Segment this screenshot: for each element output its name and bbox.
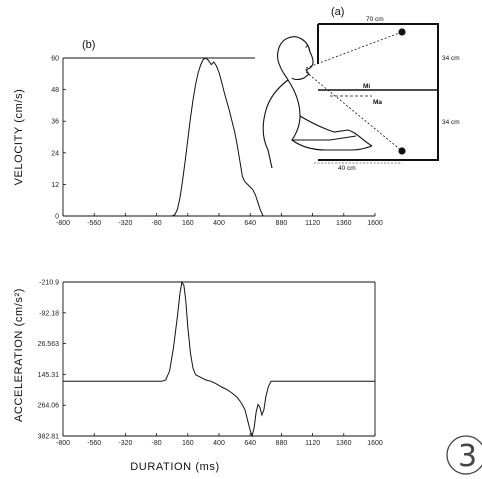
x-tick-label: 640 [244, 440, 256, 447]
acceleration-y-ticks: 382.81 264.06 145.31 26.563 -92.18 -210.9 [38, 280, 66, 441]
mirror-top-label: Mi [363, 83, 370, 90]
velocity-x-ticks: -800 -560 -320 -80 160 400 640 880 1120 1360 1600 [56, 213, 383, 227]
height-bottom-dimension: 34 cm [442, 119, 460, 126]
y-tick-label: 36 [51, 119, 59, 126]
y-tick-label: 382.81 [38, 434, 60, 441]
x-tick-label: -560 [87, 440, 101, 447]
mirror-bottom-label: Ma [373, 99, 382, 106]
y-tick-label: 12 [51, 182, 59, 189]
x-tick-label: 1120 [305, 220, 320, 227]
page-number-circle [446, 435, 482, 475]
x-tick-label: 880 [276, 440, 288, 447]
y-tick-label: 48 [51, 87, 59, 94]
x-tick-label: 400 [213, 220, 225, 227]
x-tick-label: -560 [87, 220, 101, 227]
acceleration-series-line [63, 280, 375, 438]
velocity-y-ticks: 0 12 24 36 48 60 [51, 56, 66, 221]
y-tick-label: 26.563 [38, 341, 60, 348]
x-tick-label: -800 [56, 440, 70, 447]
y-tick-label: 145.31 [38, 372, 60, 379]
x-tick-label: 160 [182, 220, 194, 227]
y-tick-label: -210.9 [39, 280, 59, 287]
x-tick-label: 1360 [336, 220, 352, 227]
y-tick-label: 264.06 [38, 403, 60, 410]
person-ear [305, 45, 310, 51]
x-tick-label: -800 [56, 220, 70, 227]
x-tick-label: -80 [152, 440, 162, 447]
y-tick-label: 0 [55, 214, 59, 221]
x-tick-label: 1120 [305, 440, 320, 447]
x-tick-label: -320 [118, 440, 132, 447]
velocity-series-line [171, 57, 264, 217]
acceleration-chart: 382.81 264.06 145.31 26.563 -92.18 -210.9 -80… [13, 280, 383, 474]
height-top-dimension: 34 cm [442, 55, 460, 62]
apparatus-frame [318, 23, 439, 161]
sight-line-top [305, 31, 403, 69]
x-tick-label: 160 [182, 440, 194, 447]
x-tick-label: -80 [152, 220, 162, 227]
y-tick-label: 24 [51, 150, 59, 157]
page-number-mark: 3 [446, 435, 482, 475]
x-tick-label: 1360 [336, 440, 352, 447]
panel-b-label: (b) [82, 39, 95, 51]
x-tick-label: 400 [213, 440, 225, 447]
y-tick-label: 60 [51, 56, 59, 63]
apparatus-illustration: (a) 70 cm 34 cm 34 cm 40 cm Mi Ma [255, 6, 460, 172]
velocity-y-label: VELOCITY (cm/s) [13, 89, 25, 186]
reach-dimension: 40 cm [338, 165, 356, 172]
top-target-dot [398, 28, 406, 36]
y-tick-label: -92.18 [39, 310, 59, 317]
person-figure [262, 36, 373, 169]
duration-x-label: DURATION (ms) [130, 461, 219, 473]
x-tick-label: 1600 [367, 220, 383, 227]
width-dimension: 70 cm [366, 16, 384, 23]
acceleration-y-label: ACCELERATION (cm/s²) [13, 288, 25, 422]
sight-line-bottom [305, 71, 403, 152]
x-tick-label: 880 [276, 220, 288, 227]
x-tick-label: 1600 [367, 440, 383, 447]
velocity-chart: (b) 0 12 24 36 48 60 -800 -560 -320 -80 160 400 640… [13, 39, 383, 227]
x-tick-label: -320 [118, 220, 132, 227]
panel-a-label: (a) [331, 6, 344, 18]
page-number: 3 [458, 439, 477, 474]
x-tick-label: 640 [244, 220, 256, 227]
acceleration-x-ticks: -800 -560 -320 -80 160 400 640 880 1120 1360 1600 [56, 433, 383, 447]
